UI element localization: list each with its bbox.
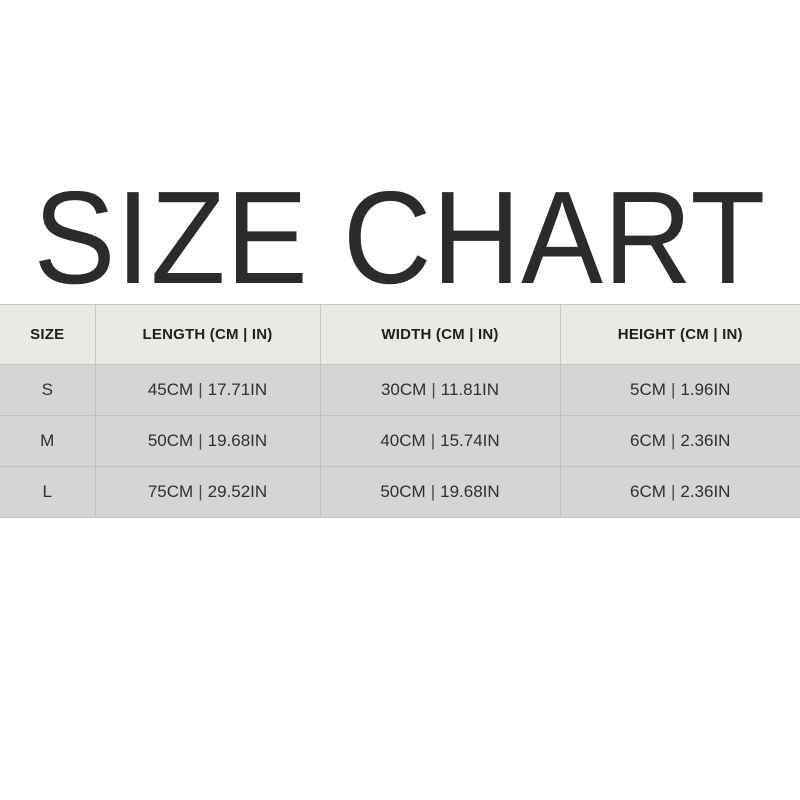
height-in-value: 2.36IN: [680, 431, 731, 450]
unit-separator: |: [431, 380, 436, 399]
length-in-value: 29.52IN: [207, 482, 268, 501]
cell-size: M: [0, 415, 96, 467]
table-row: L 75CM | 29.52IN 50CM | 19.68IN 6CM | 2.36IN: [0, 466, 800, 518]
cell-length: 50CM | 19.68IN: [95, 415, 321, 467]
cell-width: 30CM | 11.81IN: [320, 364, 561, 416]
height-cm-value: 5CM: [630, 380, 666, 399]
length-cm-value: 75CM: [147, 482, 194, 501]
length-cm-value: 50CM: [147, 431, 194, 450]
width-cm-value: 50CM: [380, 482, 426, 501]
cell-width: 40CM | 15.74IN: [320, 415, 561, 467]
size-table-container: SIZE LENGTH (CM | IN) WIDTH (CM | IN) HE…: [0, 304, 800, 518]
length-in-value: 19.68IN: [207, 431, 268, 450]
cell-width: 50CM | 19.68IN: [320, 466, 561, 518]
unit-separator: |: [198, 482, 203, 501]
width-cm-value: 30CM: [380, 380, 427, 399]
column-header-length: LENGTH (CM | IN): [95, 304, 321, 365]
height-cm-value: 6CM: [630, 431, 666, 450]
width-in-value: 19.68IN: [440, 482, 500, 501]
cell-length: 45CM | 17.71IN: [95, 364, 321, 416]
cell-length: 75CM | 29.52IN: [95, 466, 321, 518]
page-title: SIZE CHART: [33, 164, 767, 312]
unit-separator: |: [670, 380, 676, 399]
width-cm-value: 40CM: [380, 431, 426, 450]
cell-height: 5CM | 1.96IN: [560, 364, 800, 416]
unit-separator: |: [430, 431, 436, 450]
unit-separator: |: [430, 482, 436, 501]
title-container: SIZE CHART: [0, 84, 800, 393]
column-header-width: WIDTH (CM | IN): [320, 304, 561, 365]
height-in-value: 2.36IN: [680, 482, 731, 501]
table-row: M 50CM | 19.68IN 40CM | 15.74IN 6CM | 2.36IN: [0, 415, 800, 467]
table-body: S 45CM | 17.71IN 30CM | 11.81IN 5CM | 1.96IN M…: [0, 364, 800, 518]
table-row: S 45CM | 17.71IN 30CM | 11.81IN 5CM | 1.96IN: [0, 364, 800, 416]
unit-separator: |: [670, 482, 676, 501]
column-header-size: SIZE: [0, 304, 96, 365]
size-chart-table: SIZE LENGTH (CM | IN) WIDTH (CM | IN) HE…: [0, 304, 800, 518]
width-in-value: 11.81IN: [440, 380, 500, 399]
length-in-value: 17.71IN: [207, 380, 268, 399]
cell-size: S: [0, 364, 96, 416]
height-in-value: 1.96IN: [680, 380, 731, 399]
column-header-height: HEIGHT (CM | IN): [560, 304, 800, 365]
height-cm-value: 6CM: [630, 482, 666, 501]
width-in-value: 15.74IN: [440, 431, 500, 450]
cell-height: 6CM | 2.36IN: [560, 415, 800, 467]
unit-separator: |: [198, 431, 203, 450]
unit-separator: |: [670, 431, 676, 450]
table-header-row: SIZE LENGTH (CM | IN) WIDTH (CM | IN) HE…: [0, 304, 800, 365]
cell-height: 6CM | 2.36IN: [560, 467, 800, 518]
cell-size: L: [0, 466, 96, 518]
table-header: SIZE LENGTH (CM | IN) WIDTH (CM | IN) HE…: [0, 304, 800, 365]
unit-separator: |: [198, 380, 203, 399]
length-cm-value: 45CM: [147, 380, 194, 399]
